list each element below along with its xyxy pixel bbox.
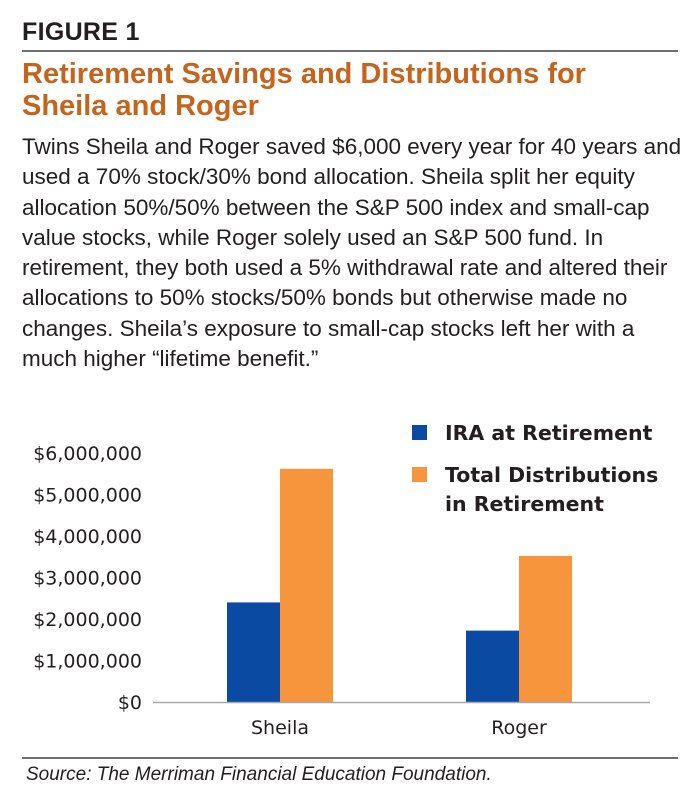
bar-ira-sheila [227,602,280,702]
y-tick-label: $0 [118,692,142,714]
y-tick-label: $2,000,000 [33,609,142,631]
bar-ira-roger [466,630,519,702]
source-note: Source: The Merriman Financial Education… [26,764,492,785]
top-divider [22,50,678,52]
legend: IRA at Retirement Total Distributions in R… [412,421,658,516]
bar-total-distributions-roger [519,555,572,702]
y-tick-label: $1,000,000 [33,651,142,673]
y-tick-label: $5,000,000 [33,485,142,507]
bar-chart: $0 $1,000,000 $2,000,000 $3,000,000 $4,000,0… [33,421,658,739]
legend-swatch [412,467,427,482]
x-axis: Sheila Roger [153,701,650,739]
chart-title: Retirement Savings and Distributions for… [22,58,586,122]
legend-label: Total Distributions [445,463,658,487]
figure-label: FIGURE 1 [22,18,140,46]
y-axis: $0 $1,000,000 $2,000,000 $3,000,000 $4,000,0… [33,443,142,714]
legend-swatch [412,425,427,440]
bottom-divider [22,757,678,759]
y-tick-label: $6,000,000 [33,443,142,465]
legend-label: IRA at Retirement [445,421,653,445]
legend-label: in Retirement [445,492,604,516]
x-category-label: Sheila [251,717,309,739]
figure-caption: Twins Sheila and Roger saved $6,000 ever… [22,134,682,372]
y-tick-label: $4,000,000 [33,526,142,548]
bar-total-distributions-sheila [280,468,333,702]
bars [227,468,572,702]
y-tick-label: $3,000,000 [33,568,142,590]
x-category-label: Roger [491,717,547,739]
